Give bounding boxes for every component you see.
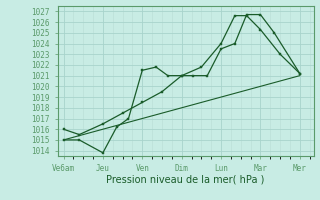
X-axis label: Pression niveau de la mer( hPa ): Pression niveau de la mer( hPa )	[107, 174, 265, 184]
